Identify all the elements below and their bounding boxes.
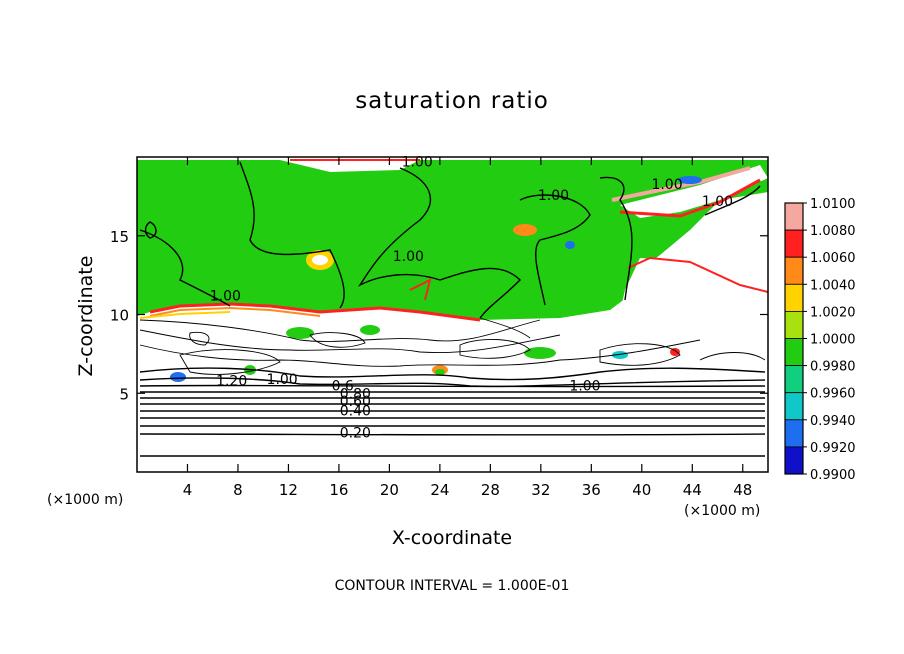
y-tick-label: 15 — [110, 228, 129, 246]
colorbar-swatch — [784, 446, 804, 475]
x-tick-label: 32 — [531, 481, 550, 499]
contour-label: 1.00 — [651, 177, 682, 193]
colorbar-label: 1.0000 — [810, 333, 856, 348]
colorbar-label: 1.0100 — [810, 197, 856, 212]
x-tick-label: 16 — [329, 481, 348, 499]
x-tick-label: 4 — [183, 481, 193, 499]
colorbar-swatch — [784, 283, 804, 312]
x-axis-unit: (×1000 m) — [684, 503, 761, 519]
colorbar-label: 0.9960 — [810, 387, 856, 402]
plot-area: 1.001.001.001.001.001.001.20 1.00 1.000.60… — [136, 155, 769, 473]
colorbar-frame — [784, 202, 804, 475]
contour-label: 0.60 — [340, 394, 371, 410]
colorbar-label: 1.0020 — [810, 305, 856, 320]
colorbar-swatch — [784, 419, 804, 448]
contour-label: 1.00 — [267, 372, 298, 388]
colorbar-label: 0.9940 — [810, 414, 856, 429]
x-tick-label: 40 — [632, 481, 651, 499]
colorbar-label: 0.9900 — [810, 468, 856, 483]
y-axis-unit: (×1000 m) — [47, 492, 124, 508]
colorbar-swatch — [784, 365, 804, 394]
contour-label: 1.00 — [210, 289, 241, 305]
x-tick-label: 24 — [430, 481, 449, 499]
colorbar-swatch — [784, 338, 804, 367]
colorbar: 1.0100 1.0080 1.0060 1.0040 1.0020 1.0000 0.99… — [784, 197, 856, 483]
contour-label: 1.00 — [538, 188, 569, 204]
x-axis-ticks: 4 8 12 16 20 24 28 32 36 40 44 48 — [183, 157, 752, 499]
contour-label: 1.20 — [216, 374, 247, 390]
region-white-topright — [620, 258, 768, 340]
x-tick-label: 20 — [380, 481, 399, 499]
y-axis-ticks: 5 10 15 — [110, 228, 768, 403]
contour-label: 0.6 — [332, 378, 354, 394]
y-axis-label: Z-coordinate — [75, 255, 97, 377]
y-tick-label: 5 — [119, 385, 129, 403]
colorbar-swatch — [784, 229, 804, 258]
contour-label: 1.00 — [402, 155, 433, 171]
contour-label: 1.00 — [702, 194, 733, 210]
contour-label: 0.40 — [340, 404, 371, 420]
colorbar-label: 1.0040 — [810, 278, 856, 293]
contour-labels: 1.001.001.001.001.001.001.20 1.00 1.000.60… — [210, 155, 733, 442]
region-saturated — [137, 160, 768, 320]
colorbar-label: 1.0080 — [810, 224, 856, 239]
y-tick-label: 10 — [110, 307, 129, 325]
contour-label: 0.80 — [340, 386, 371, 402]
colorbar-swatch — [784, 202, 804, 231]
x-tick-label: 8 — [233, 481, 243, 499]
contour-label: 1.00 — [569, 378, 600, 394]
colorbar-swatch — [784, 310, 804, 339]
colorbar-swatch — [784, 392, 804, 421]
colorbar-swatch — [784, 256, 804, 285]
contour-interval: CONTOUR INTERVAL = 1.000E-01 — [334, 578, 570, 594]
colorbar-label: 0.9920 — [810, 441, 856, 456]
x-tick-label: 48 — [733, 481, 752, 499]
x-tick-label: 44 — [683, 481, 702, 499]
x-tick-label: 28 — [481, 481, 500, 499]
contour-label: 1.00 — [393, 249, 424, 265]
x-axis-label: X-coordinate — [391, 527, 513, 549]
colorbar-label: 1.0060 — [810, 251, 856, 266]
contour-label: 0.20 — [340, 426, 371, 442]
x-tick-label: 36 — [582, 481, 601, 499]
chart-title: saturation ratio — [355, 88, 549, 114]
colorbar-label: 0.9980 — [810, 360, 856, 375]
x-tick-label: 12 — [279, 481, 298, 499]
